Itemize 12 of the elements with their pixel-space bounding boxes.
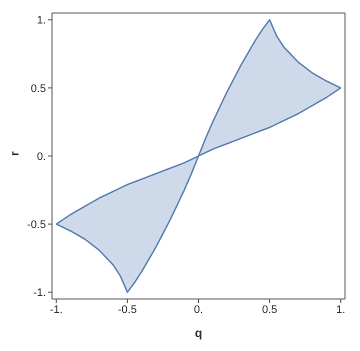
y-tick-label: -0.5 <box>27 219 46 231</box>
x-tick-label: 1. <box>336 304 346 316</box>
x-tick-label: -1. <box>50 304 63 316</box>
x-axis-title: q <box>194 326 202 340</box>
y-tick-label: 0.5 <box>30 82 46 95</box>
y-tick-label: 1. <box>36 14 46 27</box>
y-tick-label: 0. <box>36 150 46 163</box>
x-tick-label: 0. <box>194 304 204 316</box>
y-tick-label: -1. <box>33 287 46 300</box>
x-tick-label: 0.5 <box>262 304 278 316</box>
x-tick-label: -0.5 <box>118 304 137 316</box>
y-axis-title: r <box>7 151 22 156</box>
